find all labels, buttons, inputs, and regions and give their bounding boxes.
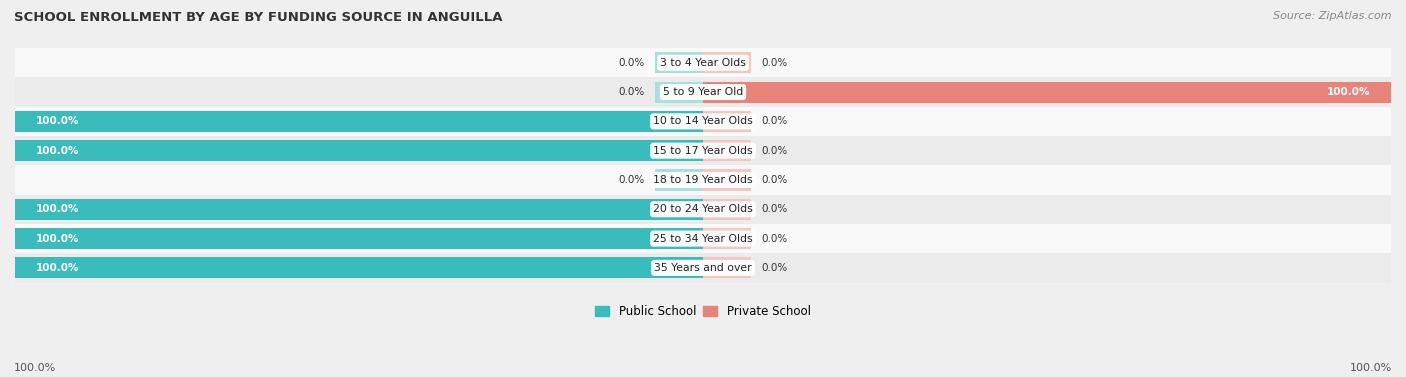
Bar (15, 136, 1391, 166)
Bar (15, 48, 1391, 77)
Text: 18 to 19 Year Olds: 18 to 19 Year Olds (654, 175, 752, 185)
Text: 0.0%: 0.0% (619, 87, 644, 97)
Bar (703, 169, 751, 190)
Text: 100.0%: 100.0% (35, 263, 79, 273)
Bar (655, 52, 703, 73)
Text: 0.0%: 0.0% (762, 58, 787, 68)
Text: 0.0%: 0.0% (762, 204, 787, 214)
Bar (15, 111, 703, 132)
Text: 100.0%: 100.0% (35, 116, 79, 126)
Text: 0.0%: 0.0% (762, 175, 787, 185)
Text: 100.0%: 100.0% (35, 204, 79, 214)
Text: 15 to 17 Year Olds: 15 to 17 Year Olds (654, 146, 752, 156)
Bar (703, 228, 751, 249)
Text: 20 to 24 Year Olds: 20 to 24 Year Olds (654, 204, 752, 214)
Text: 5 to 9 Year Old: 5 to 9 Year Old (662, 87, 744, 97)
Text: 100.0%: 100.0% (35, 234, 79, 244)
Text: 3 to 4 Year Olds: 3 to 4 Year Olds (659, 58, 747, 68)
Bar (655, 169, 703, 190)
Bar (703, 111, 751, 132)
Bar (15, 199, 703, 220)
Bar (15, 166, 1391, 195)
Text: 100.0%: 100.0% (35, 146, 79, 156)
Text: 0.0%: 0.0% (619, 175, 644, 185)
Text: 100.0%: 100.0% (1327, 87, 1371, 97)
Text: 10 to 14 Year Olds: 10 to 14 Year Olds (654, 116, 752, 126)
Bar (703, 140, 751, 161)
Bar (15, 228, 703, 249)
Text: 35 Years and over: 35 Years and over (654, 263, 752, 273)
Bar (703, 257, 751, 279)
Text: 0.0%: 0.0% (762, 146, 787, 156)
Text: 0.0%: 0.0% (762, 263, 787, 273)
Text: 100.0%: 100.0% (14, 363, 56, 373)
Bar (703, 81, 1391, 103)
Bar (15, 257, 703, 279)
Bar (703, 52, 751, 73)
Bar (15, 77, 1391, 107)
Text: 0.0%: 0.0% (762, 234, 787, 244)
Text: 100.0%: 100.0% (1350, 363, 1392, 373)
Text: Source: ZipAtlas.com: Source: ZipAtlas.com (1274, 11, 1392, 21)
Bar (703, 199, 751, 220)
Text: 25 to 34 Year Olds: 25 to 34 Year Olds (654, 234, 752, 244)
Bar (15, 253, 1391, 282)
Bar (15, 224, 1391, 253)
Text: 0.0%: 0.0% (619, 58, 644, 68)
Bar (15, 140, 703, 161)
Text: SCHOOL ENROLLMENT BY AGE BY FUNDING SOURCE IN ANGUILLA: SCHOOL ENROLLMENT BY AGE BY FUNDING SOUR… (14, 11, 502, 24)
Text: 0.0%: 0.0% (762, 116, 787, 126)
Bar (15, 195, 1391, 224)
Bar (655, 81, 703, 103)
Legend: Public School, Private School: Public School, Private School (591, 300, 815, 323)
Bar (15, 107, 1391, 136)
